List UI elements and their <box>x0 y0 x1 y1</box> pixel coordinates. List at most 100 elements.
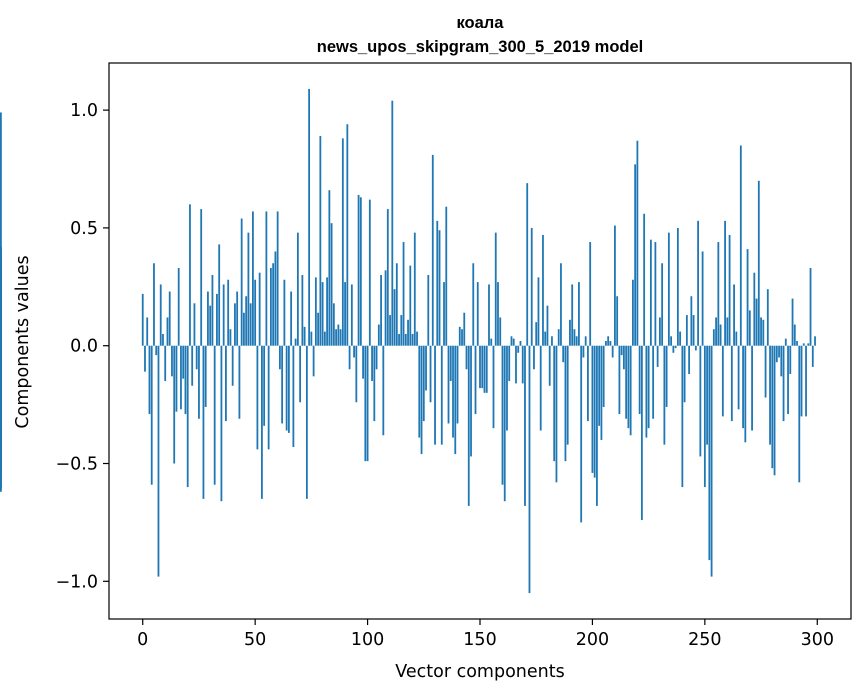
bar <box>598 345 601 426</box>
bar <box>566 345 569 445</box>
bar <box>440 345 443 445</box>
bar <box>737 345 740 410</box>
bar <box>645 345 648 438</box>
bar <box>148 345 151 415</box>
bar <box>382 345 385 436</box>
bar <box>497 282 499 346</box>
bar <box>344 282 346 346</box>
bar <box>0 345 2 353</box>
bar <box>391 100 394 346</box>
bar <box>591 345 594 473</box>
bar <box>499 317 502 346</box>
bar <box>189 204 191 346</box>
bar <box>384 270 387 346</box>
bar <box>582 345 585 358</box>
bar <box>265 211 268 346</box>
bar <box>218 244 221 346</box>
bar <box>366 345 369 462</box>
bar <box>319 136 322 346</box>
bar <box>438 230 441 346</box>
bar <box>346 124 349 346</box>
bar <box>141 293 144 346</box>
bar <box>652 345 655 419</box>
bar <box>305 345 308 499</box>
bar <box>706 345 708 445</box>
bar <box>519 341 522 346</box>
bar <box>220 345 223 502</box>
bar <box>359 197 362 346</box>
bar <box>578 282 580 346</box>
bar <box>726 317 729 346</box>
bar <box>569 319 571 346</box>
bar <box>488 284 490 346</box>
bar <box>434 345 436 445</box>
bar <box>780 345 783 377</box>
bar <box>490 338 493 346</box>
bar <box>611 345 614 358</box>
bar <box>814 336 816 346</box>
bar <box>321 282 324 346</box>
bar <box>634 164 637 346</box>
bar <box>227 279 230 346</box>
bar <box>144 345 146 372</box>
bar <box>153 263 155 346</box>
bar <box>715 317 717 346</box>
bar <box>207 291 209 346</box>
bar <box>658 317 661 346</box>
bar <box>629 345 632 436</box>
bar <box>422 345 425 422</box>
bar <box>368 199 371 346</box>
y-axis-ticks: −1.0 −0.5 0.0 0.5 1.0 <box>56 101 109 592</box>
bar <box>627 345 630 429</box>
bar <box>198 345 200 419</box>
bar <box>640 345 643 521</box>
bar <box>427 275 430 346</box>
bar <box>560 263 562 346</box>
bar <box>323 331 326 346</box>
bar <box>373 345 376 422</box>
bar <box>425 345 427 391</box>
bar <box>0 296 2 346</box>
bar <box>245 296 248 346</box>
bar <box>386 209 389 346</box>
bar <box>389 315 391 346</box>
bar <box>380 275 382 346</box>
bar <box>357 194 360 346</box>
bar <box>632 279 634 346</box>
bar <box>285 345 288 431</box>
bar <box>267 345 270 450</box>
bar <box>618 345 621 415</box>
bar <box>580 345 583 523</box>
bar <box>191 345 194 386</box>
bar <box>654 242 657 346</box>
bar <box>802 343 805 346</box>
bar <box>314 277 317 346</box>
bar <box>762 319 765 346</box>
bar <box>375 345 378 370</box>
bar <box>782 345 785 422</box>
bar <box>339 329 342 346</box>
bar <box>213 345 216 485</box>
bar <box>697 220 699 346</box>
bar <box>326 277 328 346</box>
bar <box>701 251 704 346</box>
bar <box>269 267 272 346</box>
bar <box>180 345 182 410</box>
bar <box>249 303 252 346</box>
chart-subtitle: news_upos_skipgram_300_5_2019 model <box>317 38 644 56</box>
bar <box>395 263 398 346</box>
x-tick-label: 300 <box>801 630 834 650</box>
x-tick-label: 0 <box>137 630 148 650</box>
bar <box>407 319 409 346</box>
bar <box>330 223 333 346</box>
bar <box>542 234 544 346</box>
bar <box>431 154 434 346</box>
bar <box>735 331 738 346</box>
bar <box>294 338 297 346</box>
bar <box>636 140 639 346</box>
bar <box>173 345 176 464</box>
bar <box>202 345 205 499</box>
bar <box>710 345 713 577</box>
x-tick-label: 250 <box>688 630 721 650</box>
